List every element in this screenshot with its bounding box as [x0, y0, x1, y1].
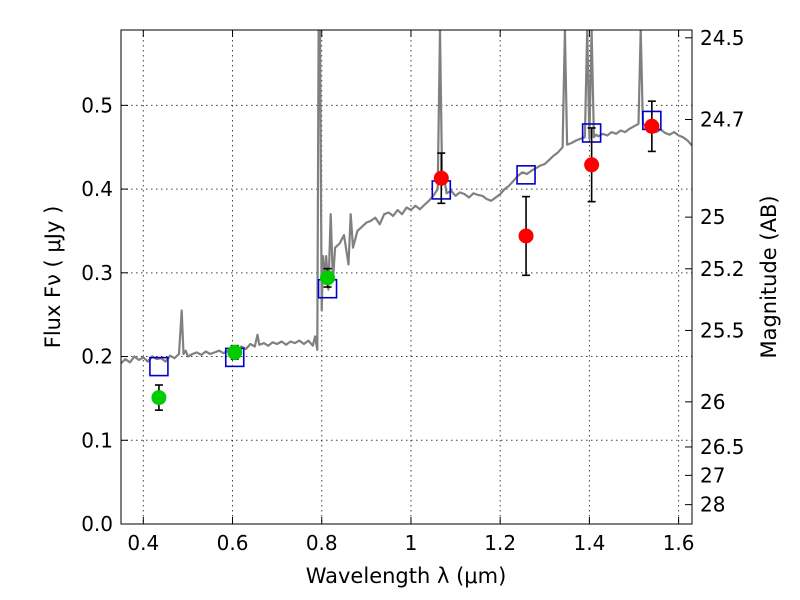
y-tick-label: 0.5	[81, 93, 113, 117]
model-photometry-square	[516, 165, 536, 185]
y2-tick-label: 24.5	[700, 26, 745, 50]
model-photometry-square	[149, 356, 169, 377]
y2-tick-label: 26	[700, 390, 725, 414]
y2-tick-label: 26.5	[700, 435, 745, 459]
y-tick-label: 0.4	[81, 177, 113, 201]
photometry-point	[151, 390, 167, 406]
photometry-point	[584, 157, 600, 173]
y2-axis-label: Magnitude (AB)	[757, 195, 781, 358]
y-tick-label: 0.0	[81, 512, 113, 536]
x-tick-label: 1.2	[484, 531, 516, 555]
plot-frame	[120, 29, 693, 525]
photometry-point	[433, 170, 449, 186]
marker-layer	[149, 100, 662, 411]
y-tick-label: 0.2	[81, 345, 113, 369]
axis-ticks: 0.4 0.6 0.8 1 1.2 1.4 1.6 0.0 0.1 0.2 0.3 0.4 0.5 24.…	[81, 26, 744, 555]
x-tick-label: 0.4	[127, 531, 159, 555]
y-axis-label: Flux Fν ( μJy )	[41, 206, 65, 349]
x-tick-label: 1	[405, 531, 418, 555]
spectrum-layer	[121, 30, 692, 365]
y2-tick-label: 25.5	[700, 318, 745, 342]
y-tick-label: 0.1	[81, 428, 113, 452]
x-axis-label: Wavelength λ (μm)	[306, 564, 507, 588]
photometry-point	[518, 228, 534, 244]
y-tick-label: 0.3	[81, 261, 113, 285]
x-tick-label: 1.6	[663, 531, 695, 555]
x-tick-label: 0.8	[306, 531, 338, 555]
photometry-point	[320, 270, 336, 286]
photometry-point	[227, 344, 243, 360]
spectrum-line	[121, 30, 692, 365]
y2-tick-label: 25.2	[700, 257, 745, 281]
x-tick-label: 0.6	[217, 531, 249, 555]
grid-lines	[121, 30, 692, 525]
y2-tick-label: 24.7	[700, 108, 745, 132]
photometry-point	[644, 118, 660, 134]
y2-tick-label: 27	[700, 463, 725, 487]
x-tick-label: 1.4	[573, 531, 605, 555]
y2-tick-label: 28	[700, 493, 725, 517]
y2-tick-label: 25	[700, 205, 725, 229]
